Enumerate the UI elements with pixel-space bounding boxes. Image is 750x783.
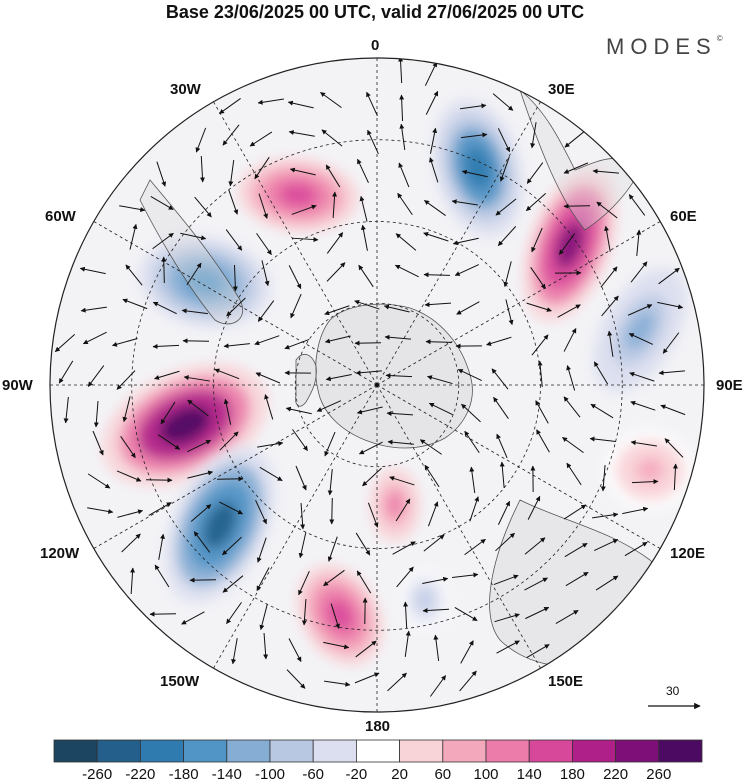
colorbar-swatch bbox=[226, 739, 271, 763]
lon-label-60e: 60E bbox=[670, 208, 697, 225]
lon-label-90e: 90E bbox=[716, 377, 743, 394]
lon-label-0: 0 bbox=[371, 37, 380, 54]
colorbar-tick-label: -260 bbox=[82, 766, 112, 783]
anomaly-center-60w bbox=[138, 236, 272, 328]
colorbar-swatch bbox=[269, 739, 314, 763]
map-title: Base 23/06/2025 00 UTC, valid 27/06/2025… bbox=[165, 2, 585, 22]
anomaly-fill-layer bbox=[101, 98, 695, 666]
colorbar-tick-label: -20 bbox=[346, 766, 368, 783]
brand-logo: MODES© bbox=[606, 34, 723, 60]
colorbar-tick-label: -140 bbox=[212, 766, 242, 783]
lon-label-150e: 150E bbox=[548, 673, 584, 690]
south-america-landmass bbox=[139, 179, 243, 325]
colorbar-swatch bbox=[528, 739, 573, 763]
land-mask bbox=[139, 88, 657, 667]
map-boundary bbox=[49, 57, 705, 713]
colorbar-swatch bbox=[53, 739, 98, 763]
colorbar-tick-label: 220 bbox=[603, 766, 628, 783]
colorbar-swatch bbox=[96, 739, 141, 763]
anomaly-center-150e bbox=[401, 570, 449, 630]
lon-label-120e: 120E bbox=[670, 545, 706, 562]
lon-label-90w: 90W bbox=[2, 377, 33, 394]
colorbar: -260 -220 -180 -140 -100 -60 -20 20 60 100 140 180 2… bbox=[53, 739, 703, 783]
colorbar-tick-label: 260 bbox=[646, 766, 671, 783]
colorbar-tick-label: 60 bbox=[434, 766, 451, 783]
lon-label-30w: 30W bbox=[170, 81, 201, 98]
colorbar-swatch bbox=[399, 739, 444, 763]
colorbar-tick-label: -220 bbox=[125, 766, 155, 783]
colorbar-swatch bbox=[355, 739, 400, 763]
colorbar-tick-label: -180 bbox=[169, 766, 199, 783]
colorbar-tick-label: 100 bbox=[473, 766, 498, 783]
colorbar-swatch bbox=[139, 739, 184, 763]
anomaly-center-30w bbox=[237, 157, 359, 233]
anomaly-center-180 bbox=[369, 467, 421, 543]
colorbar-swatch bbox=[312, 739, 357, 763]
colorbar-tick-label: 180 bbox=[560, 766, 585, 783]
lon-label-180: 180 bbox=[365, 718, 391, 735]
brand-text: MODES bbox=[606, 34, 717, 59]
anomaly-center-60e bbox=[522, 168, 618, 322]
colorbar-swatch bbox=[485, 739, 530, 763]
wind-vectors bbox=[54, 58, 686, 697]
anomaly-center-120e bbox=[605, 430, 695, 510]
colorbar-tick-label: 20 bbox=[391, 766, 408, 783]
reference-vector-label: 30 bbox=[666, 684, 680, 698]
colorbar-swatch bbox=[615, 739, 660, 763]
colorbar-swatch bbox=[658, 739, 703, 763]
graticule bbox=[50, 58, 704, 712]
colorbar-tick-label: 140 bbox=[517, 766, 542, 783]
colorbar-tick-label: -100 bbox=[255, 766, 285, 783]
colorbar-tick-label: -60 bbox=[302, 766, 324, 783]
lon-label-30e: 30E bbox=[548, 81, 575, 98]
colorbar-swatch bbox=[183, 739, 228, 763]
south-pole-marker bbox=[375, 383, 379, 387]
lon-label-60w: 60W bbox=[45, 208, 76, 225]
antarctic-peninsula bbox=[295, 353, 317, 407]
lon-label-150w: 150W bbox=[160, 673, 200, 690]
colorbar-swatch bbox=[572, 739, 617, 763]
brand-mark: © bbox=[716, 34, 723, 43]
anomaly-center-120w bbox=[164, 446, 276, 604]
colorbar-swatch bbox=[442, 739, 487, 763]
lon-label-120w: 120W bbox=[40, 545, 80, 562]
